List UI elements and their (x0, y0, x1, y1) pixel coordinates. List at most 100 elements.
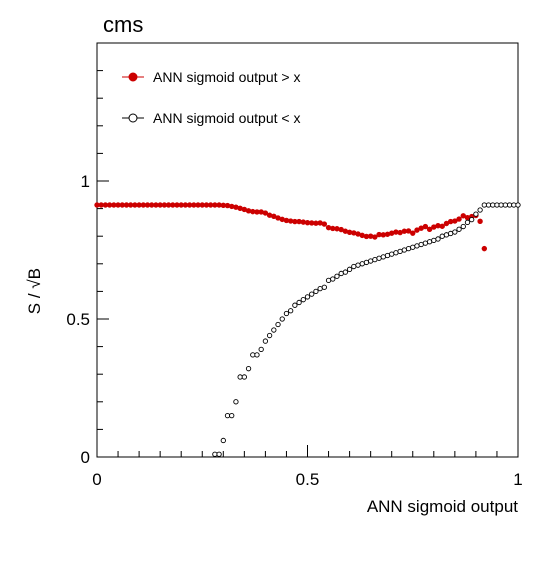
point-above-x (321, 221, 328, 227)
point-below-x (254, 352, 260, 358)
legend-marker-above (128, 72, 138, 82)
y-axis: 00.51 (66, 42, 109, 467)
point-above-x (422, 223, 429, 230)
point-below-x (515, 202, 521, 208)
point-below-x (481, 202, 487, 208)
point-below-x (405, 245, 412, 252)
point-above-x (410, 230, 416, 236)
point-below-x (250, 352, 256, 358)
x-axis-title: ANN sigmoid output (367, 497, 518, 516)
point-below-x (439, 233, 445, 239)
point-below-x (363, 259, 370, 266)
point-below-x (456, 226, 462, 232)
point-below-x (241, 374, 248, 380)
point-below-x (355, 262, 361, 268)
point-below-x (384, 252, 391, 259)
point-below-x (317, 285, 323, 292)
point-below-x (296, 299, 302, 306)
point-below-x (376, 255, 382, 261)
point-below-x (447, 230, 454, 237)
point-below-x (410, 244, 416, 250)
legend-marker-below (128, 113, 138, 123)
point-below-x (494, 202, 500, 208)
point-below-x (431, 237, 437, 243)
point-below-x (266, 332, 273, 339)
point-below-x (511, 202, 517, 208)
point-above-x (456, 216, 462, 222)
point-below-x (292, 302, 298, 308)
point-below-x (490, 202, 496, 208)
point-below-x (216, 451, 222, 457)
point-below-x (401, 247, 407, 253)
point-below-x (477, 207, 483, 213)
legend: ANN sigmoid output > x ANN sigmoid outpu… (122, 69, 300, 126)
point-below-x (469, 216, 475, 223)
plot-frame (96, 42, 519, 458)
point-below-x (397, 248, 403, 255)
point-above-x (481, 245, 488, 252)
point-below-x (334, 273, 340, 279)
point-below-x (262, 338, 269, 344)
point-below-x (325, 277, 332, 284)
point-below-x (300, 297, 306, 303)
y-tick-label: 1 (81, 172, 90, 191)
point-above-x (372, 234, 378, 240)
point-below-x (502, 202, 509, 208)
point-below-x (464, 219, 471, 226)
legend-label-below: ANN sigmoid output < x (153, 110, 300, 126)
point-below-x (245, 366, 252, 372)
series-points (94, 202, 521, 457)
point-below-x (452, 229, 458, 235)
point-below-x (372, 257, 378, 263)
point-below-x (443, 232, 450, 238)
point-below-x (435, 236, 441, 242)
y-axis-title: S / √B (25, 268, 44, 314)
point-below-x (220, 437, 226, 444)
point-below-x (304, 294, 311, 300)
point-below-x (380, 254, 386, 260)
y-tick-label: 0.5 (66, 310, 90, 329)
point-below-x (359, 261, 365, 267)
point-below-x (414, 243, 420, 249)
point-below-x (224, 412, 231, 419)
x-tick-label: 0.5 (296, 470, 320, 489)
chart-title: cms (103, 12, 143, 37)
point-below-x (460, 223, 466, 230)
point-below-x (271, 327, 277, 333)
y-tick-label: 0 (81, 448, 90, 467)
point-below-x (418, 241, 424, 248)
point-below-x (498, 202, 504, 208)
point-below-x (426, 239, 433, 245)
point-below-x (367, 258, 374, 264)
point-below-x (393, 250, 399, 256)
point-below-x (237, 374, 243, 380)
point-below-x (288, 308, 294, 314)
point-below-x (229, 412, 235, 419)
point-above-x (477, 218, 483, 224)
x-tick-label: 1 (513, 470, 522, 489)
point-above-x (262, 210, 269, 216)
x-tick-label: 0 (92, 470, 101, 489)
point-below-x (346, 266, 353, 272)
legend-label-above: ANN sigmoid output > x (153, 69, 300, 85)
point-below-x (279, 316, 285, 322)
point-above-x (426, 226, 433, 233)
point-below-x (283, 310, 290, 317)
point-below-x (330, 276, 336, 282)
point-below-x (473, 211, 479, 217)
point-above-x (439, 223, 445, 229)
point-below-x (321, 284, 327, 290)
point-below-x (338, 270, 344, 277)
point-below-x (313, 288, 319, 295)
point-below-x (309, 291, 315, 297)
x-axis: 0 0.5 1 (92, 445, 523, 489)
point-above-x (405, 228, 412, 234)
point-below-x (351, 263, 357, 270)
point-below-x (212, 451, 218, 457)
point-below-x (485, 202, 492, 208)
point-below-x (275, 321, 281, 328)
point-below-x (422, 240, 429, 246)
point-below-x (233, 399, 239, 405)
point-below-x (506, 202, 513, 208)
